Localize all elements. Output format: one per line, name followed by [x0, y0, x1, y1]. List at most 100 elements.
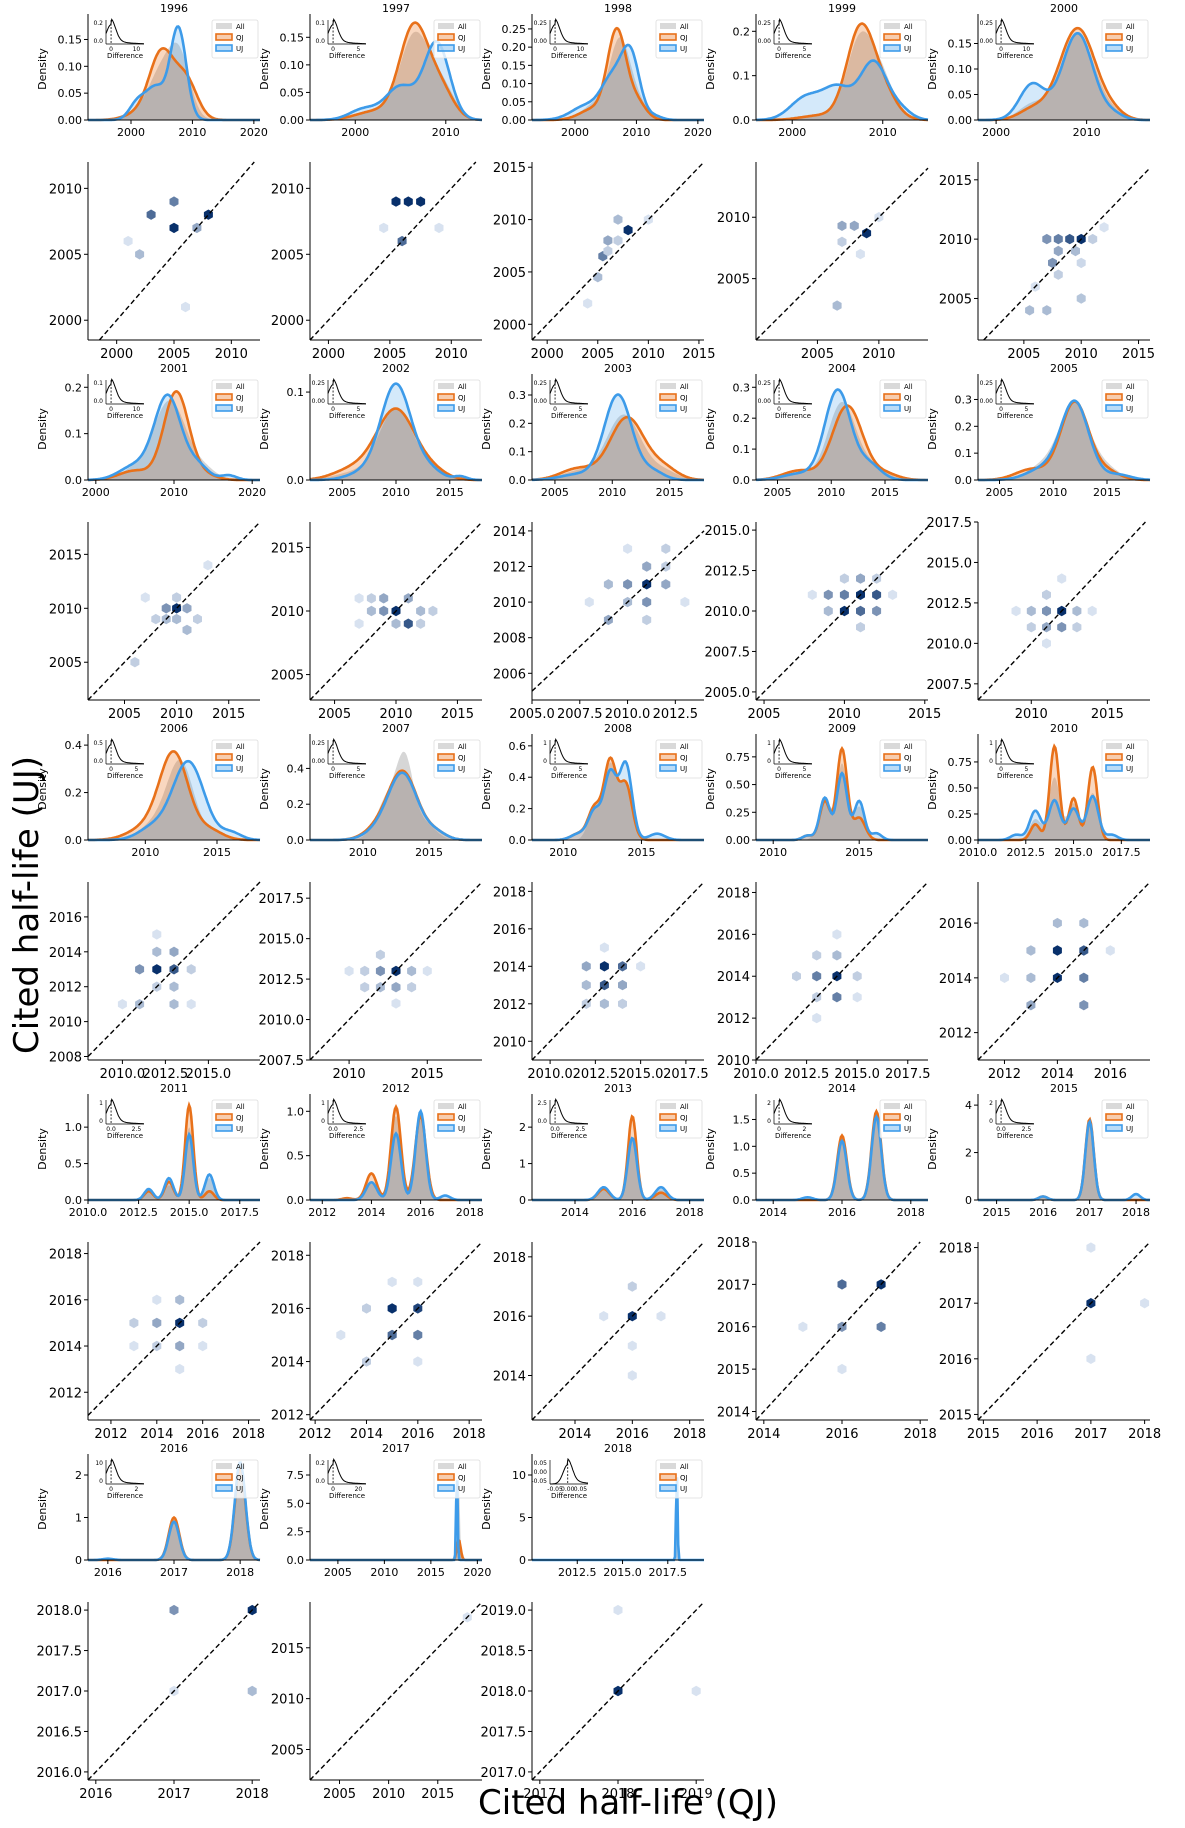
hexbin-xtick-label: 2005 — [323, 1787, 356, 1802]
inset-ytick-label: 0.0 — [93, 758, 103, 765]
hexbin-cell — [837, 1279, 847, 1290]
legend-swatch-qj — [1105, 1113, 1123, 1121]
hexbin-cell — [888, 589, 898, 600]
hexbin-cell — [407, 965, 417, 977]
legend: All QJ UJ — [211, 379, 259, 419]
density-xtick-label: 2015 — [415, 846, 443, 859]
hexbin-xtick-label: 2016 — [401, 1427, 434, 1442]
inset-xtick-label: 0 — [777, 766, 781, 773]
hexbin-xtick-label: 2010 — [435, 347, 468, 362]
hexbin-ytick-label: 2014 — [271, 1356, 304, 1371]
density-ytick-label: 0.1 — [955, 447, 973, 460]
density-ytick-label: 0.15 — [280, 31, 305, 44]
legend-swatch-qj — [659, 1473, 677, 1481]
inset-ytick-label: 0 — [99, 1118, 103, 1125]
density-xtick-label: 2010.0 — [959, 846, 998, 859]
legend-label-qj: QJ — [904, 1114, 912, 1122]
legend-swatch-uj — [437, 44, 455, 52]
density-xtick-label: 2010 — [1039, 486, 1067, 499]
kde-qj-fill — [310, 408, 482, 480]
hexbin-xtick-label: 2010 — [632, 347, 665, 362]
hexbin-cell — [823, 589, 833, 600]
density-plot: 2010 0.00 0.25 0.50 0.75 2010.0 2012.5 2015.0 20… — [926, 722, 1150, 859]
legend-swatch-qj — [215, 1113, 233, 1121]
kde-qj-fill — [88, 48, 260, 120]
density-xtick-label: 2000 — [117, 126, 145, 139]
panel-title: 2018 — [604, 1442, 632, 1455]
hexbin-cell — [627, 1340, 637, 1351]
inset-xtick-label: 10 — [133, 406, 141, 413]
hexbin-xtick-label: 2015 — [1122, 347, 1155, 362]
hexbin-xtick-label: 2015.0 — [186, 1067, 232, 1082]
hexbin-cell — [123, 235, 133, 247]
hexbin-ytick-label: 2018.5 — [481, 1645, 527, 1660]
inset-ytick-label: 0.0 — [93, 38, 103, 45]
kde-uj-fill — [532, 394, 704, 480]
hexbin-cell — [135, 249, 145, 260]
hexbin-ytick-label: 2019.0 — [481, 1604, 527, 1619]
inset-bg — [106, 1100, 144, 1124]
density-xtick-label: 2016 — [94, 1566, 122, 1579]
inset-xtick-label: 0.0 — [106, 1126, 116, 1133]
inset-curve — [105, 18, 144, 45]
hexbin-cell — [642, 596, 652, 608]
legend-label-all: All — [236, 1463, 245, 1471]
hexbin-xtick-label: 2010 — [333, 1067, 366, 1082]
hexbin-cell — [428, 605, 438, 617]
legend-swatch-qj — [1105, 33, 1123, 41]
density-xtick-label: 2015 — [627, 846, 655, 859]
hexbin-cell — [1071, 245, 1080, 257]
inset-bg — [774, 20, 812, 44]
hexbin-plot: 2014 2016 2018 2014 2016 2018 — [493, 1241, 706, 1442]
density-xtick-label: 2017 — [1076, 1206, 1104, 1219]
hexbin-ytick-label: 2012.5 — [705, 565, 751, 580]
density-ytick-label: 0.5 — [65, 1158, 83, 1171]
legend: All QJ UJ — [1101, 379, 1149, 419]
density-ytick-label: 0.2 — [733, 25, 751, 38]
inset-xtick-label: 0.00 — [561, 1486, 575, 1493]
legend-swatch-uj — [659, 764, 677, 772]
diagonal-reference-line — [531, 1601, 705, 1781]
kde-uj-line — [88, 393, 260, 482]
density-ytick-label: 0.2 — [955, 420, 973, 433]
legend-label-all: All — [458, 23, 467, 31]
hexbin-cell — [186, 964, 196, 975]
hexbin-xtick-label: 2018 — [601, 1787, 634, 1802]
hexbin-ytick-label: 2012 — [493, 561, 526, 576]
hexbin-cell — [169, 196, 179, 207]
inset-xtick-label: 20 — [355, 1486, 363, 1493]
hexbin-ytick-label: 2015 — [493, 161, 526, 176]
density-ylabel: Density — [258, 408, 271, 450]
hexbin-cell — [152, 929, 162, 940]
hexbin-xtick-label: 2005.0 — [509, 707, 555, 722]
kde-uj-line — [88, 1131, 260, 1202]
hexbin-ytick-label: 2010 — [49, 1016, 82, 1031]
density-xtick-label: 2017.5 — [649, 1566, 688, 1579]
panel-title: 2007 — [382, 722, 410, 735]
hexbin-cell — [161, 603, 171, 614]
legend: All QJ UJ — [433, 19, 481, 59]
hexbin-ytick-label: 2014 — [717, 970, 750, 985]
legend-label-qj: QJ — [680, 394, 688, 402]
hexbin-ytick-label: 2010 — [271, 1693, 304, 1708]
legend-swatch-all — [1106, 23, 1122, 29]
density-ylabel: Density — [36, 1128, 49, 1170]
hexbin-xtick-label: 2012.5 — [653, 707, 699, 722]
hexbin-ytick-label: 2012 — [493, 998, 526, 1013]
inset-ytick-label: 0.1 — [315, 20, 325, 27]
density-ytick-label: 1.5 — [733, 1113, 751, 1126]
density-ylabel: Density — [258, 1128, 271, 1170]
inset-bg — [550, 1100, 588, 1124]
inset-xtick-label: 0 — [331, 1486, 335, 1493]
density-ytick-label: 0.6 — [509, 740, 527, 753]
inset-xtick-label: 0.0 — [328, 1126, 338, 1133]
panel-2003: 2003 0.0 0.1 0.2 0.3 2005 2010 2015 Density All QJ… — [480, 362, 705, 722]
inset-bg — [328, 20, 366, 44]
hexbin-cell — [1086, 1242, 1096, 1253]
